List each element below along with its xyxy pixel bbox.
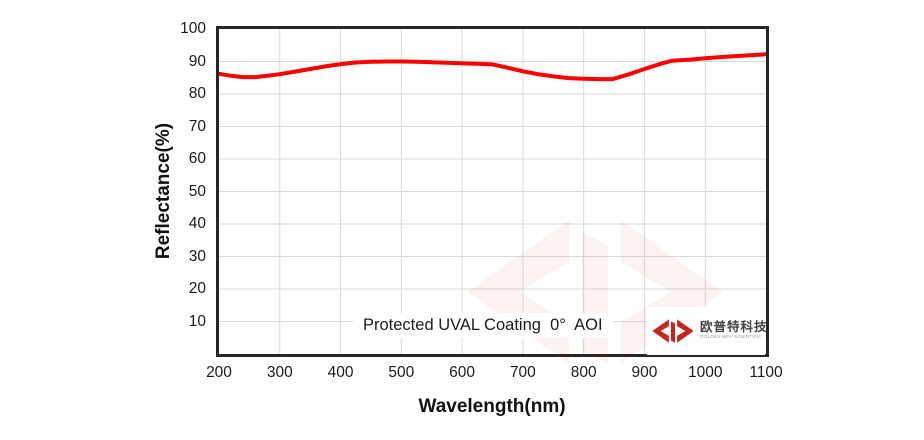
y-tick-label: 50 — [188, 182, 206, 200]
plot-area: Protected UVAL Coating 0° AOI 欧普特科技 GOLD… — [216, 26, 769, 365]
x-tick-label: 700 — [509, 364, 536, 381]
x-tick-label: 600 — [449, 364, 476, 381]
x-tick-label: 400 — [327, 364, 354, 381]
y-tick-label: 20 — [188, 280, 206, 297]
logo-chinese-name: 欧普特科技 — [700, 320, 768, 335]
company-logo: 欧普特科技 GOLDEN WAY SCIENTIFIC — [647, 307, 767, 355]
x-tick-label: 900 — [631, 364, 658, 381]
y-tick-label: 90 — [188, 52, 206, 70]
y-tick-label: 10 — [188, 312, 206, 330]
series-reflectance — [219, 52, 766, 82]
logo-text-block: 欧普特科技 GOLDEN WAY SCIENTIFIC — [700, 321, 779, 340]
x-axis-title: Wavelength(nm) — [418, 396, 566, 417]
y-tick-label: 70 — [188, 117, 206, 135]
y-tick-label: 100 — [180, 20, 206, 37]
y-tick-label: 30 — [188, 247, 206, 265]
x-tick-label: 500 — [388, 364, 415, 381]
x-tick-label: 1100 — [749, 364, 783, 381]
logo-english-name: GOLDEN WAY SCIENTIFIC — [700, 335, 762, 340]
jc-arrows-logo-icon — [652, 319, 694, 343]
gridlines — [219, 29, 766, 354]
x-tick-label: 800 — [570, 364, 597, 381]
y-tick-label: 40 — [188, 215, 206, 232]
y-tick-label: 60 — [188, 150, 206, 167]
y-tick-label: 80 — [188, 85, 206, 102]
x-tick-label: 1000 — [687, 364, 723, 381]
reflectance-curve — [219, 52, 766, 82]
coating-annotation: Protected UVAL Coating 0° AOI — [353, 313, 613, 338]
x-tick-label: 200 — [206, 364, 232, 381]
x-tick-label: 300 — [266, 364, 293, 381]
